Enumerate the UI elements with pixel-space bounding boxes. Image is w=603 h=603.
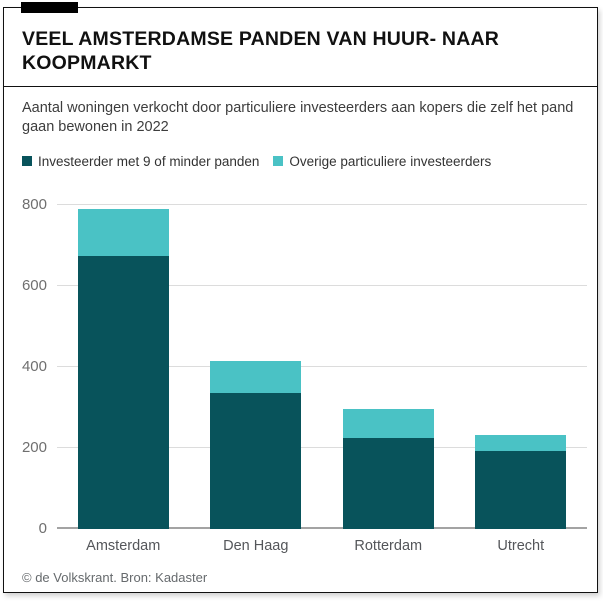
bar-segment-dark-den-haag — [210, 393, 302, 529]
y-tick-label-0: 0 — [38, 519, 47, 537]
source-credit: © de Volkskrant. Bron: Kadaster — [22, 569, 208, 585]
legend-item-other-investors: Overige particuliere investeerders — [273, 154, 491, 169]
y-tick-label-400: 400 — [21, 357, 47, 375]
stacked-bar-utrecht — [475, 434, 567, 529]
bar-slot-den-haag — [190, 192, 323, 529]
y-tick-label-800: 800 — [21, 195, 47, 213]
x-axis-label-utrecht: Utrecht — [497, 537, 545, 554]
bar-segment-dark-amsterdam — [77, 255, 169, 529]
legend-swatch-dark-teal — [22, 156, 32, 167]
stacked-bar-amsterdam — [77, 208, 169, 529]
plot-area: 0 200 400 600 800 — [22, 192, 587, 536]
bar-segment-light-den-haag — [210, 360, 302, 394]
bar-chart: 0 200 400 600 800 Amsterdam Den Haag Rotterdam… — [4, 192, 597, 554]
bar-segment-light-rotterdam — [342, 409, 434, 438]
bar-segment-dark-rotterdam — [342, 437, 434, 529]
legend: Investeerder met 9 of minder panden Over… — [22, 154, 579, 169]
bar-segment-light-utrecht — [475, 434, 567, 452]
gridline-y-400 — [57, 365, 587, 367]
stacked-bar-den-haag — [210, 360, 302, 529]
bar-slot-utrecht — [455, 192, 588, 529]
stacked-bar-rotterdam — [342, 409, 434, 529]
x-axis-label-rotterdam: Rotterdam — [354, 537, 423, 554]
x-axis-labels: Amsterdam Den Haag Rotterdam Utrecht — [57, 538, 587, 554]
gridline-y-800 — [57, 203, 587, 205]
page-title: VEEL AMSTERDAMSE PANDEN VAN HUUR- NAAR K… — [22, 28, 500, 75]
bar-segment-light-amsterdam — [77, 208, 169, 256]
x-axis-label-amsterdam: Amsterdam — [86, 537, 161, 554]
gridline-y-600 — [57, 284, 587, 286]
legend-label: Investeerder met 9 of minder panden — [38, 153, 260, 169]
brand-tab-marker — [21, 2, 78, 13]
y-tick-label-200: 200 — [21, 438, 47, 456]
legend-item-small-investors: Investeerder met 9 of minder panden — [22, 154, 259, 169]
infographic-card: VEEL AMSTERDAMSE PANDEN VAN HUUR- NAAR K… — [3, 2, 598, 593]
x-axis-label-den-haag: Den Haag — [223, 537, 289, 554]
legend-swatch-light-teal — [273, 156, 284, 167]
y-tick-label-600: 600 — [21, 276, 47, 294]
intro-section: Aantal woningen verkocht door particulie… — [4, 87, 597, 169]
bar-slot-rotterdam — [322, 192, 455, 529]
bar-slot-amsterdam — [57, 192, 190, 529]
header: VEEL AMSTERDAMSE PANDEN VAN HUUR- NAAR K… — [4, 8, 597, 87]
gridline-y-200 — [57, 446, 587, 448]
bars-container — [57, 192, 587, 529]
chart-subtitle: Aantal woningen verkocht door particulie… — [22, 99, 574, 136]
legend-label: Overige particuliere investeerders — [289, 153, 492, 169]
bar-segment-dark-utrecht — [475, 451, 567, 529]
x-axis-baseline — [57, 526, 587, 529]
